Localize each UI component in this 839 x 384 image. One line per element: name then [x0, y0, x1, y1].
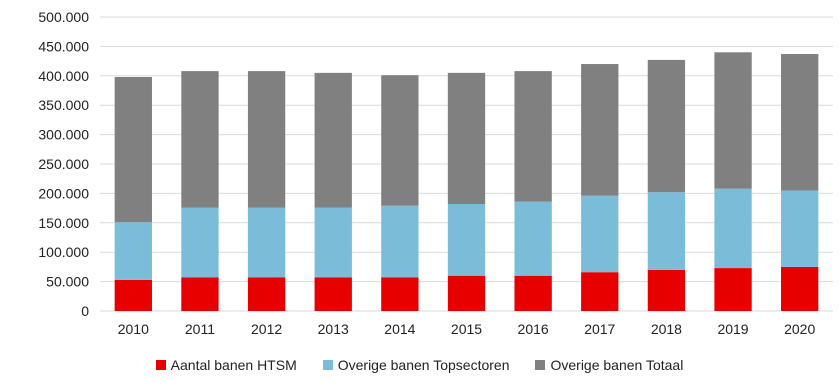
- legend-swatch-topsectoren: [322, 360, 333, 370]
- bar-segment-htsm-2015: [447, 275, 486, 311]
- x-tick-label: 2020: [784, 321, 815, 337]
- legend-swatch-htsm: [155, 360, 166, 370]
- y-tick-label: 400.000: [38, 68, 89, 84]
- bar-segment-topsectoren-2017: [581, 195, 619, 273]
- x-tick-label: 2018: [651, 321, 682, 337]
- y-tick-label: 100.000: [38, 244, 89, 260]
- y-tick-label: 300.000: [38, 127, 89, 143]
- bar-segment-totaal-2016: [514, 71, 552, 202]
- bar-segment-totaal-2011: [181, 71, 219, 208]
- legend-label-topsectoren: Overige banen Topsectoren: [337, 357, 510, 373]
- y-tick-label: 250.000: [38, 156, 89, 172]
- bar-segment-htsm-2012: [247, 277, 286, 311]
- x-tick-label: 2013: [318, 321, 349, 337]
- y-tick-label: 0: [81, 303, 89, 319]
- x-tick-label: 2012: [251, 321, 282, 337]
- legend-item-topsectoren: Overige banen Topsectoren: [322, 357, 510, 373]
- bar-segment-topsectoren-2015: [447, 203, 486, 276]
- bar-segment-totaal-2019: [714, 52, 752, 189]
- y-axis: 0 50.000 100.000 150.000 200.000 250.000 300.0…: [38, 9, 89, 319]
- bar-segment-htsm-2016: [514, 275, 552, 311]
- bar-segment-htsm-2011: [181, 277, 219, 311]
- x-tick-label: 2017: [584, 321, 615, 337]
- bar-segment-topsectoren-2016: [514, 201, 552, 276]
- bar-segment-topsectoren-2012: [247, 207, 286, 278]
- bar-segment-totaal-2015: [447, 72, 486, 204]
- bar-segment-totaal-2014: [381, 75, 419, 206]
- bar-segment-htsm-2020: [781, 266, 819, 311]
- y-tick-label: 450.000: [38, 38, 89, 54]
- legend-label-totaal: Overige banen Totaal: [550, 357, 684, 373]
- bar-segment-htsm-2013: [314, 277, 352, 311]
- bar-segment-topsectoren-2013: [314, 207, 352, 278]
- x-tick-label: 2016: [518, 321, 549, 337]
- legend-item-totaal: Overige banen Totaal: [535, 357, 683, 373]
- bar-segment-htsm-2014: [381, 277, 419, 311]
- bars: [114, 52, 819, 311]
- y-tick-label: 200.000: [38, 185, 89, 201]
- bar-segment-topsectoren-2010: [114, 222, 152, 280]
- bar-segment-htsm-2018: [647, 269, 686, 311]
- bar-segment-totaal-2010: [114, 76, 152, 223]
- bar-segment-totaal-2013: [314, 72, 352, 208]
- bar-segment-htsm-2017: [581, 272, 619, 311]
- legend-item-htsm: Aantal banen HTSM: [155, 357, 297, 373]
- legend: Aantal banen HTSM Overige banen Topsecto…: [0, 353, 839, 377]
- x-tick-label: 2011: [185, 321, 215, 337]
- bar-segment-totaal-2020: [781, 54, 819, 191]
- x-tick-label: 2019: [717, 321, 748, 337]
- bar-segment-topsectoren-2011: [181, 207, 219, 278]
- bar-segment-htsm-2010: [114, 279, 152, 311]
- bar-segment-topsectoren-2018: [647, 192, 686, 270]
- bar-segment-totaal-2012: [247, 71, 286, 208]
- y-tick-label: 350.000: [38, 97, 89, 113]
- y-tick-label: 150.000: [38, 215, 89, 231]
- legend-label-htsm: Aantal banen HTSM: [170, 357, 297, 373]
- bar-segment-totaal-2017: [581, 64, 619, 196]
- bar-segment-topsectoren-2019: [714, 188, 752, 269]
- bar-segment-htsm-2019: [714, 268, 752, 311]
- bar-segment-topsectoren-2014: [381, 205, 419, 278]
- x-tick-label: 2015: [451, 321, 482, 337]
- x-tick-label: 2014: [384, 321, 415, 337]
- y-tick-label: 500.000: [38, 9, 89, 25]
- bar-segment-topsectoren-2020: [781, 190, 819, 267]
- x-axis: 2010 2011 2012 2013 2014 2015 2016 2017 2018 2019…: [118, 321, 816, 337]
- x-tick-label: 2010: [118, 321, 149, 337]
- bar-segment-totaal-2018: [647, 59, 686, 193]
- y-tick-label: 50.000: [46, 274, 89, 290]
- legend-swatch-totaal: [535, 360, 546, 370]
